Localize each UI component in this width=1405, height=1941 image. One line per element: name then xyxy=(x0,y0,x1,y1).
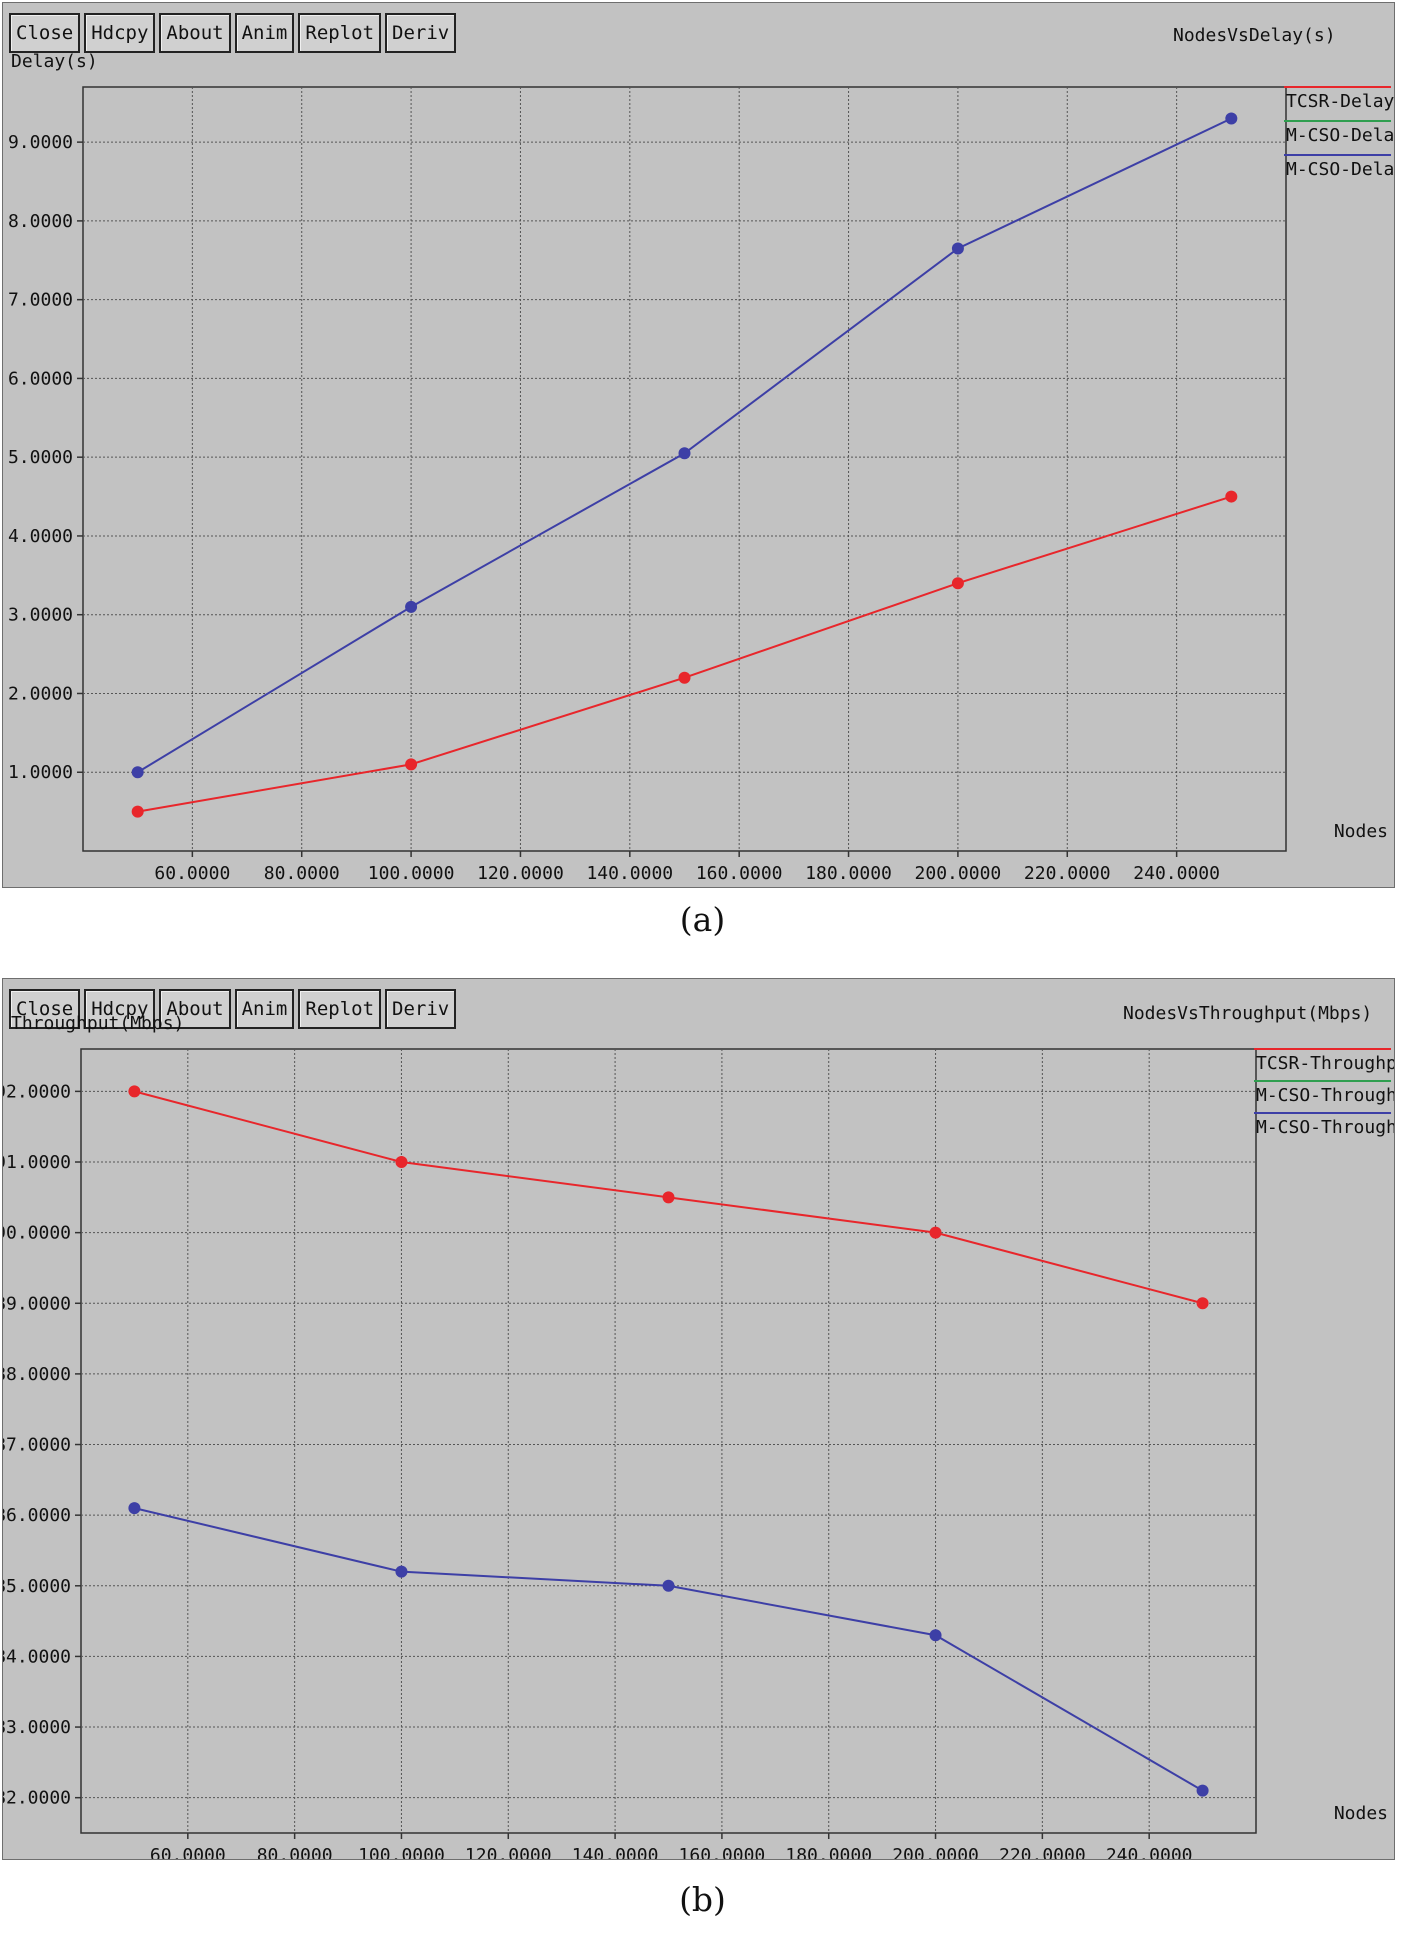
legend-entry: M-CSO-Throughput xyxy=(1256,1085,1394,1106)
caption-a: (a) xyxy=(679,900,726,939)
y-axis-label: Throughput(Mbps) xyxy=(11,1013,184,1034)
hdcpy-button[interactable]: Hdcpy xyxy=(84,13,156,53)
deriv-button[interactable]: Deriv xyxy=(385,13,457,53)
anim-button[interactable]: Anim xyxy=(234,989,295,1029)
y-tick-label: 89.0000 xyxy=(3,1293,71,1314)
data-point-red xyxy=(1225,490,1238,503)
y-tick-label: 8.0000 xyxy=(8,211,73,232)
data-point-blue xyxy=(929,1629,942,1642)
data-point-red xyxy=(951,577,964,590)
x-tick-label: 240.0000 xyxy=(1133,863,1220,884)
y-tick-label: 83.0000 xyxy=(3,1717,71,1738)
caption-b: (b) xyxy=(679,1880,726,1919)
legend-entry: M-CSO-Delay xyxy=(1286,125,1394,146)
x-tick-label: 60.0000 xyxy=(150,1845,226,1859)
data-point-blue xyxy=(1225,112,1238,125)
y-tick-label: 85.0000 xyxy=(3,1576,71,1597)
close-button[interactable]: Close xyxy=(9,13,81,53)
x-tick-label: 100.0000 xyxy=(368,863,455,884)
x-tick-label: 200.0000 xyxy=(915,863,1002,884)
delay-plot-window: Close Hdcpy About Anim Replot Deriv 60.0… xyxy=(2,2,1395,888)
throughput-chart: 60.0000 80.0000 100.0000 120.0000 140.0000 16… xyxy=(3,1003,1394,1859)
data-point-blue xyxy=(662,1579,675,1592)
data-point-red xyxy=(1196,1297,1209,1310)
legend-entry: M-CSO-Delay xyxy=(1286,159,1394,180)
data-point-blue xyxy=(395,1565,408,1578)
data-point-red xyxy=(662,1191,675,1204)
x-axis-label: Nodes xyxy=(1334,1803,1388,1824)
plot-frame xyxy=(82,86,1287,852)
y-axis-label: Delay(s) xyxy=(11,51,98,72)
plot-frame xyxy=(80,1048,1257,1834)
y-tick-label: 9.0000 xyxy=(8,132,73,153)
y-tick-label: 3.0000 xyxy=(8,605,73,626)
x-tick-label: 200.0000 xyxy=(892,1845,979,1859)
x-tick-label: 240.0000 xyxy=(1106,1845,1193,1859)
deriv-button[interactable]: Deriv xyxy=(385,989,457,1029)
y-tick-label: 2.0000 xyxy=(8,683,73,704)
y-tick-label: 92.0000 xyxy=(3,1081,71,1102)
close-button[interactable]: Close xyxy=(9,989,81,1029)
plot-toolbar: Close Hdcpy About Anim Replot Deriv xyxy=(9,13,457,53)
x-tick-label: 160.0000 xyxy=(696,863,783,884)
x-tick-label: 120.0000 xyxy=(465,1845,552,1859)
replot-button[interactable]: Replot xyxy=(298,989,382,1029)
anim-button[interactable]: Anim xyxy=(234,13,295,53)
y-tick-label: 5.0000 xyxy=(8,447,73,468)
replot-button[interactable]: Replot xyxy=(298,13,382,53)
data-point-blue xyxy=(131,766,144,779)
y-tick-label: 86.0000 xyxy=(3,1505,71,1526)
y-tick-label: 7.0000 xyxy=(8,290,73,311)
about-button[interactable]: About xyxy=(159,989,231,1029)
data-point-blue xyxy=(951,242,964,255)
data-point-red xyxy=(678,671,691,684)
y-tick-label: 82.0000 xyxy=(3,1788,71,1809)
x-tick-label: 120.0000 xyxy=(477,863,564,884)
x-tick-label: 100.0000 xyxy=(358,1845,445,1859)
x-tick-label: 160.0000 xyxy=(679,1845,766,1859)
y-tick-label: 91.0000 xyxy=(3,1152,71,1173)
data-point-red xyxy=(405,758,418,771)
x-tick-label: 220.0000 xyxy=(999,1845,1086,1859)
throughput-plot-window: Close Hdcpy About Anim Replot Deriv 60.0… xyxy=(2,978,1395,1860)
delay-chart: 60.0000 80.0000 100.0000 120.0000 140.0000 16… xyxy=(8,25,1394,884)
y-tick-label: 87.0000 xyxy=(3,1435,71,1456)
data-point-red xyxy=(395,1156,408,1169)
data-point-red xyxy=(131,805,144,818)
data-point-blue xyxy=(405,600,418,613)
x-tick-label: 220.0000 xyxy=(1024,863,1111,884)
plot-toolbar: Close Hdcpy About Anim Replot Deriv xyxy=(9,989,457,1029)
y-tick-label: 88.0000 xyxy=(3,1364,71,1385)
data-point-red xyxy=(128,1085,141,1098)
data-point-blue xyxy=(1196,1784,1209,1797)
y-tick-label: 4.0000 xyxy=(8,526,73,547)
x-tick-label: 80.0000 xyxy=(264,863,340,884)
hdcpy-button[interactable]: Hdcpy xyxy=(84,989,156,1029)
y-tick-label: 6.0000 xyxy=(8,368,73,389)
x-tick-label: 180.0000 xyxy=(785,1845,872,1859)
legend-entry: M-CSO-Throughput xyxy=(1256,1117,1394,1138)
chart-title: NodesVsDelay(s) xyxy=(1173,25,1336,46)
about-button[interactable]: About xyxy=(159,13,231,53)
chart-title: NodesVsThroughput(Mbps) xyxy=(1123,1003,1372,1024)
data-point-blue xyxy=(128,1502,141,1515)
legend-entry: TCSR-Delay xyxy=(1286,91,1394,112)
y-tick-label: 1.0000 xyxy=(8,762,73,783)
y-tick-label: 90.0000 xyxy=(3,1223,71,1244)
data-point-red xyxy=(929,1226,942,1239)
legend-entry: TCSR-Throughput xyxy=(1256,1053,1394,1074)
data-point-blue xyxy=(678,447,691,460)
x-tick-label: 140.0000 xyxy=(586,863,673,884)
y-tick-label: 84.0000 xyxy=(3,1646,71,1667)
x-axis-label: Nodes xyxy=(1334,821,1388,842)
x-tick-label: 80.0000 xyxy=(257,1845,333,1859)
x-tick-label: 140.0000 xyxy=(572,1845,659,1859)
x-tick-label: 60.0000 xyxy=(154,863,230,884)
x-tick-label: 180.0000 xyxy=(805,863,892,884)
